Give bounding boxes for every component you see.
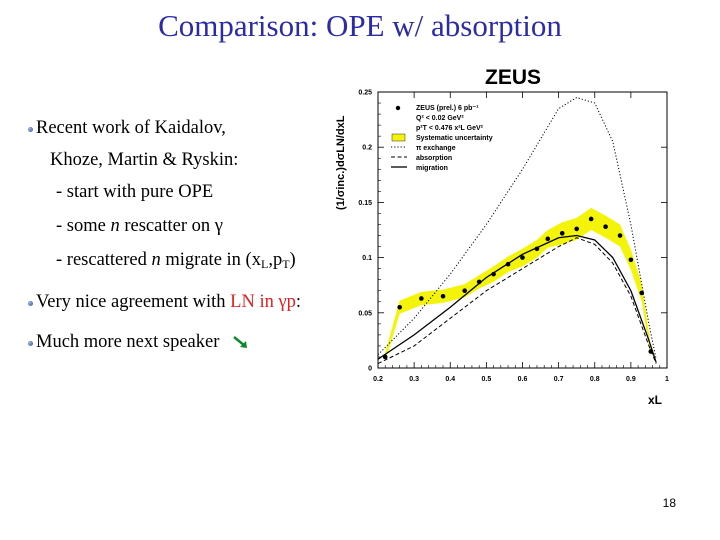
y-axis-label: (1/σinc.)dσLN/dxL [335, 115, 347, 210]
legend-entry: absorption [416, 155, 452, 162]
bullet-text: Recent work of Kaidalov, [36, 118, 226, 138]
y-tick-label: 0.15 [358, 200, 372, 207]
sub-item-text: - rescattered [56, 250, 152, 270]
y-tick-label: 0 [368, 366, 372, 373]
legend-entry: Systematic uncertainty [416, 135, 493, 142]
data-point [419, 296, 424, 301]
subscript-l: L [260, 257, 269, 271]
x-axis-label: xL [648, 393, 662, 407]
bullet-icon [28, 127, 33, 132]
data-point [520, 255, 525, 260]
data-point [505, 261, 511, 267]
bullet-icon [28, 301, 33, 306]
experiment-label: ZEUS [485, 66, 541, 89]
data-point [617, 233, 623, 238]
sub-item-text: ,p [268, 250, 283, 270]
legend-symbol-band [391, 133, 406, 142]
sub-item-text: ) [289, 250, 296, 270]
subscript-t: T [282, 257, 290, 271]
sub-item-migrate: - rescattered n migrate in (xL,pT) [56, 250, 296, 272]
x-tick-label: 0.7 [554, 376, 564, 383]
sub-item-text: - some [56, 216, 111, 236]
data-point [462, 288, 468, 294]
bullet-item-recent-work: Recent work of Kaidalov, [28, 118, 226, 139]
x-tick-label: 0.3 [409, 376, 419, 383]
x-tick-label: 0.4 [445, 376, 455, 383]
legend-entry: p²T < 0.476 x²L GeV² [416, 125, 484, 132]
x-tick-label: 1 [665, 376, 669, 383]
data-point [397, 304, 402, 310]
x-tick-label: 0.5 [482, 376, 492, 383]
bullet-text: Very nice agreement with [36, 292, 231, 312]
legend-symbol-points [395, 105, 401, 111]
legend-entry: π exchange [416, 145, 456, 152]
legend-entry: ZEUS (prel.) 6 pb⁻¹ [416, 105, 479, 112]
page-number: 18 [662, 496, 676, 510]
series-line-dotted [377, 96, 657, 360]
data-point [648, 349, 654, 354]
highlight-text: LN in γp [230, 292, 296, 312]
bullet-text: Khoze, Martin & Ryskin: [50, 150, 239, 170]
sub-item-pure-ope: - start with pure OPE [56, 182, 213, 203]
data-point [588, 216, 594, 222]
x-tick-label: 0.9 [626, 376, 636, 383]
data-point [534, 246, 540, 252]
italic-n: n [151, 250, 161, 270]
data-point [559, 231, 565, 236]
plot-frame [377, 91, 668, 369]
data-point [639, 290, 645, 296]
data-point [545, 236, 551, 242]
data-point [382, 354, 388, 360]
data-point [440, 293, 446, 299]
systematic-band [385, 207, 651, 362]
series-line-dashed [377, 237, 657, 365]
bullet-item-next-speaker: Much more next speaker [28, 332, 250, 353]
sub-item-text: rescatter on γ [119, 216, 223, 236]
bullet-item-agreement: Very nice agreement with LN in γp: [28, 292, 302, 313]
series-line-solid [377, 234, 657, 363]
y-tick-label: 0.25 [358, 90, 372, 97]
x-tick-label: 0.6 [518, 376, 528, 383]
y-tick-label: 0.1 [362, 255, 372, 262]
legend-entry: migration [416, 165, 448, 172]
legend-entry: Q² < 0.02 GeV² [416, 115, 464, 122]
sub-item-text: migrate in (x [160, 250, 261, 270]
sub-item-text: - start with pure OPE [56, 182, 214, 202]
y-tick-label: 0.05 [358, 310, 372, 317]
bullet-continuation: Khoze, Martin & Ryskin: [50, 150, 238, 171]
y-tick-label: 0.2 [362, 145, 372, 152]
data-point [476, 279, 482, 285]
data-point [574, 226, 579, 232]
x-tick-label: 0.2 [373, 376, 383, 383]
bullet-text: : [295, 292, 302, 312]
slide-title: Comparison: OPE w/ absorption [158, 8, 562, 43]
italic-n: n [110, 216, 120, 236]
bullet-text: Much more next speaker [36, 332, 220, 352]
bullet-icon [28, 341, 33, 346]
green-arrow-icon [233, 336, 248, 348]
sub-item-rescatter: - some n rescatter on γ [56, 216, 223, 237]
data-point [603, 224, 608, 229]
data-point [628, 257, 634, 263]
x-tick-label: 0.8 [590, 376, 600, 383]
data-point [491, 271, 496, 277]
